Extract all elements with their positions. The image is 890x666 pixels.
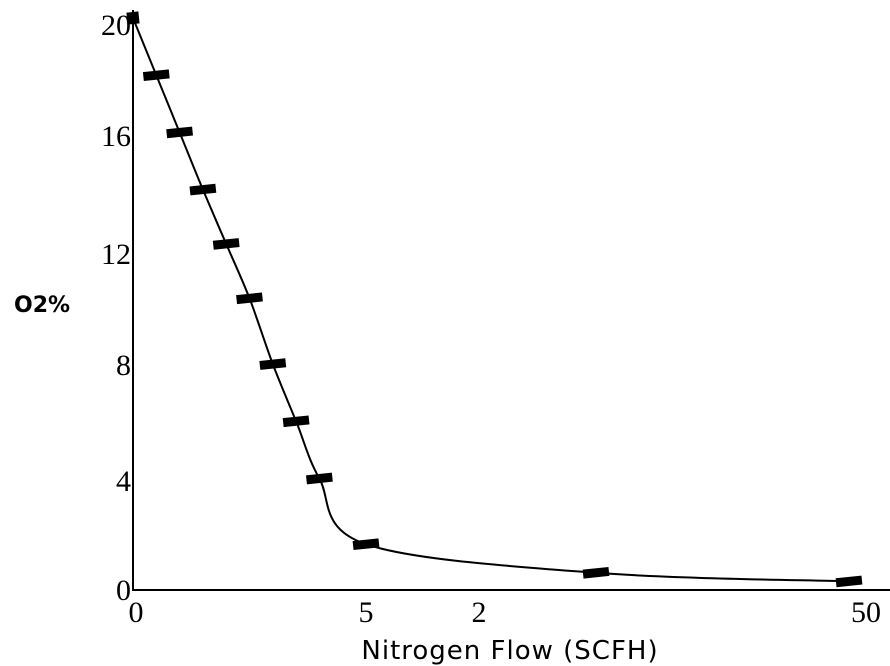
x-tick-label: 2 [472, 596, 487, 629]
y-tick-labels: 0 4 8 12 16 20 [101, 9, 131, 607]
series-line [132, 17, 850, 583]
data-point-marker [212, 238, 240, 250]
x-tick-label: 50 [851, 596, 881, 629]
data-point-marker [166, 126, 193, 139]
data-point-marker [236, 292, 263, 305]
y-tick-label: 20 [101, 9, 131, 42]
x-tick-labels: 0 5 2 50 [129, 596, 882, 629]
data-point-marker [835, 575, 863, 588]
data-point-marker [259, 358, 287, 370]
x-axis-title: Nitrogen Flow (SCFH) [361, 636, 658, 666]
x-tick-label: 5 [359, 596, 374, 629]
data-point-marker [582, 566, 610, 579]
data-point-marker [142, 69, 170, 82]
y-tick-label: 8 [116, 349, 131, 382]
data-point-marker [352, 538, 380, 551]
x-tick-label: 0 [129, 596, 144, 629]
y-tick-label: 16 [101, 120, 131, 153]
y-tick-label: 12 [101, 238, 131, 271]
plot-area [126, 11, 863, 588]
y-axis: 0 4 8 12 16 20 O2% [14, 9, 134, 607]
y-tick-label: 0 [116, 574, 131, 607]
y-tick-label: 4 [116, 465, 131, 498]
y-axis-title: O2% [14, 293, 70, 318]
data-point-marker [126, 11, 140, 25]
data-point-marker [189, 183, 217, 196]
x-axis: 0 5 2 50 Nitrogen Flow (SCFH) [129, 589, 890, 666]
data-point-marker [282, 415, 310, 428]
data-point-marker [306, 472, 333, 485]
